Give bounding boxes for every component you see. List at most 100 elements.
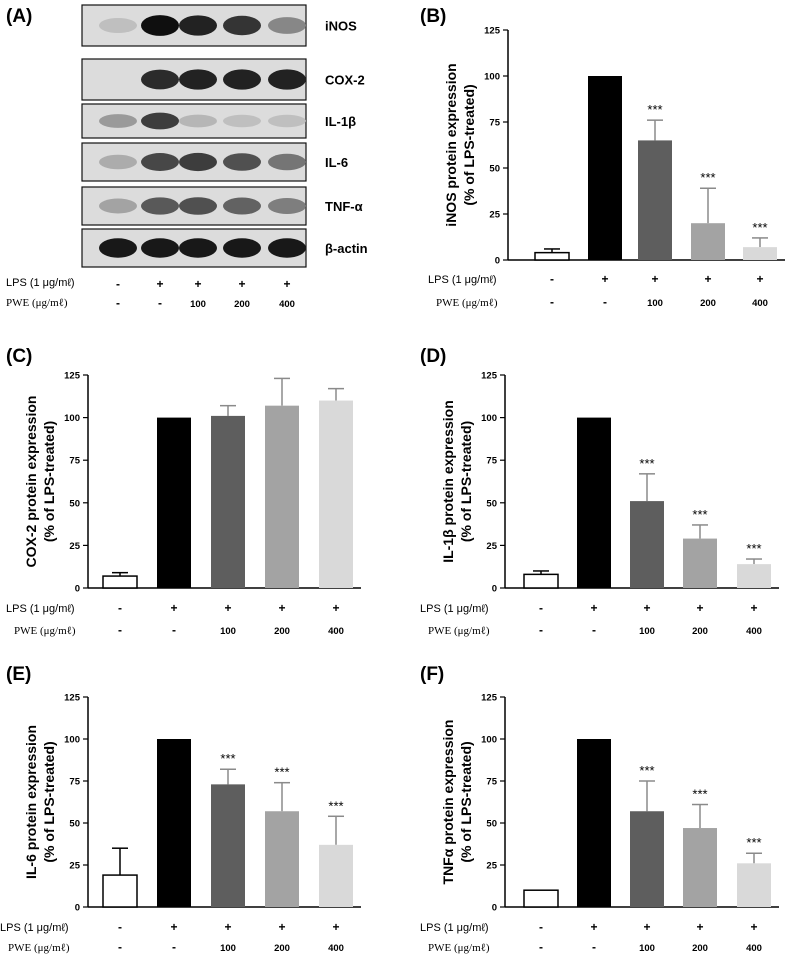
blot-band: [268, 17, 306, 34]
significance-label: ***: [647, 102, 662, 117]
pwe-value: -: [118, 940, 122, 954]
lps-label: LPS (1 μg/mℓ): [6, 603, 75, 615]
il1b-chart: 0 25 50 75 100 125 IL-1β protein expression (% …: [420, 371, 779, 637]
y-tick-label: 125: [484, 26, 501, 37]
y-axis-label: COX-2 protein expression: [23, 396, 39, 568]
significance-label: ***: [700, 170, 715, 185]
bar-2: [638, 140, 672, 260]
pwe-value: 200: [274, 943, 290, 954]
significance-label: ***: [692, 507, 707, 522]
significance-label: ***: [752, 220, 767, 235]
lps-label: LPS (1 μg/mℓ): [420, 922, 489, 934]
blot-band: [179, 238, 217, 258]
western-blot: iNOS COX-2 IL-1β IL-6 TNF-α β-actin LPS (1 μg/…: [6, 4, 368, 310]
y-tick-label: 125: [481, 693, 498, 704]
blot-band: [99, 238, 137, 258]
y-axis-label-unit: (% of LPS-treated): [458, 741, 474, 862]
panel-label-f: (F): [420, 664, 444, 685]
pwe-value: 100: [220, 626, 236, 637]
blot-lps-value: +: [238, 277, 245, 291]
y-tick-label: 50: [69, 498, 80, 509]
y-axis-label: iNOS protein expression: [443, 63, 459, 226]
lps-value: +: [332, 601, 339, 615]
lps-value: +: [601, 272, 608, 286]
significance-label: ***: [639, 763, 654, 778]
blot-lps-value: +: [156, 277, 163, 291]
pwe-value: 400: [752, 298, 768, 309]
blot-band: [141, 238, 179, 258]
blot-band: [179, 69, 217, 90]
lps-value: +: [224, 920, 231, 934]
pwe-value: 200: [692, 943, 708, 954]
blot-band: [99, 114, 137, 128]
blot-band: [268, 238, 306, 258]
lps-value: -: [550, 272, 554, 286]
pwe-value: -: [118, 623, 122, 637]
blot-pwe-value: 200: [234, 299, 250, 310]
y-tick-label: 0: [75, 584, 80, 595]
y-tick-label: 125: [64, 371, 81, 382]
bar-2: [211, 415, 245, 588]
y-tick-label: 25: [489, 210, 500, 221]
y-axis-label-unit: (% of LPS-treated): [41, 421, 57, 542]
blot-band: [99, 154, 137, 170]
blot-band: [223, 114, 261, 128]
significance-label: ***: [274, 765, 289, 780]
y-tick-label: 25: [486, 541, 497, 552]
bar-4: [743, 247, 777, 260]
bar-1: [577, 417, 611, 588]
lps-value: +: [750, 601, 757, 615]
pwe-label: PWE (μg/mℓ): [428, 625, 490, 637]
pwe-value: -: [592, 623, 596, 637]
pwe-value: 400: [328, 626, 344, 637]
blot-band: [179, 197, 217, 215]
blot-pwe-value: -: [158, 296, 162, 310]
pwe-value: 100: [639, 943, 655, 954]
bar-0: [102, 874, 138, 908]
y-tick-label: 25: [486, 861, 497, 872]
blot-band: [268, 197, 306, 215]
blot-band: [141, 153, 179, 171]
pwe-value: 100: [220, 943, 236, 954]
y-tick-label: 100: [484, 72, 500, 83]
blot-label-1: COX-2: [325, 73, 365, 88]
significance-label: ***: [220, 751, 235, 766]
pwe-value: -: [592, 940, 596, 954]
y-tick-label: 50: [486, 498, 497, 509]
pwe-label: PWE (μg/mℓ): [14, 625, 76, 637]
panel-label-b: (B): [420, 6, 446, 27]
pwe-value: 100: [639, 626, 655, 637]
y-tick-label: 0: [495, 256, 500, 267]
lps-value: +: [278, 920, 285, 934]
significance-label: ***: [692, 787, 707, 802]
blot-pwe-value: 400: [279, 299, 295, 310]
pwe-value: -: [550, 295, 554, 309]
y-tick-label: 0: [492, 903, 497, 914]
blot-band: [179, 152, 217, 172]
pwe-value: -: [172, 623, 176, 637]
y-tick-label: 0: [75, 903, 80, 914]
y-tick-label: 75: [486, 777, 497, 788]
lps-value: +: [590, 920, 597, 934]
y-tick-label: 125: [481, 371, 498, 382]
blot-band: [268, 153, 306, 171]
y-tick-label: 75: [69, 456, 80, 467]
blot-band: [179, 15, 217, 36]
il6-chart: 0 25 50 75 100 125 IL-6 protein expression (% o…: [0, 693, 361, 954]
blot-band: [141, 69, 179, 90]
pwe-label: PWE (μg/mℓ): [428, 942, 490, 954]
y-axis-label-unit: (% of LPS-treated): [41, 741, 57, 862]
bar-1: [577, 739, 611, 907]
bar-3: [265, 811, 299, 907]
bar-3: [683, 538, 717, 588]
lps-value: +: [696, 601, 703, 615]
y-tick-label: 100: [481, 735, 497, 746]
blot-lps-value: +: [194, 277, 201, 291]
pwe-value: 200: [274, 626, 290, 637]
lps-value: +: [590, 601, 597, 615]
blot-label-4: TNF-α: [325, 199, 363, 214]
lps-value: +: [332, 920, 339, 934]
lps-value: +: [278, 601, 285, 615]
lps-label: LPS (1 μg/mℓ): [428, 274, 497, 286]
